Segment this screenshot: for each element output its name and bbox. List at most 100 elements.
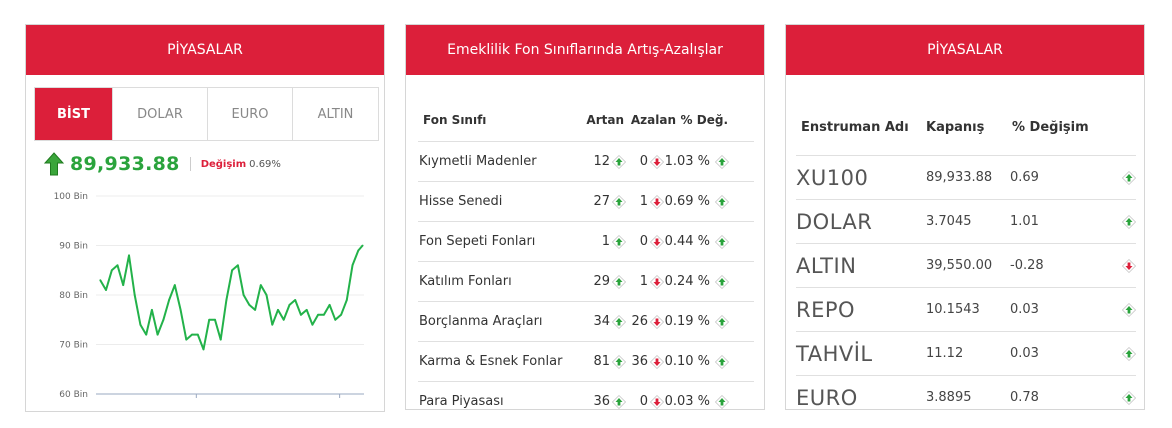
up-arrow-icon — [1122, 346, 1136, 361]
change-cell: 0.24 % — [664, 274, 729, 289]
data-point — [219, 338, 222, 341]
divider — [189, 157, 191, 171]
data-point — [288, 304, 291, 306]
table-row[interactable]: Kıymetli Madenler 12 0 1.03 % — [418, 141, 754, 181]
change-value: -0.28 — [1010, 258, 1044, 273]
instrument-name: ALTIN — [796, 253, 857, 278]
fund-class-name: Hisse Senedi — [419, 194, 503, 209]
down-count: 0 — [639, 234, 648, 249]
data-point — [328, 304, 331, 306]
trend-cell — [1116, 302, 1136, 317]
tab-euro[interactable]: EURO — [207, 88, 292, 140]
down-count: 36 — [631, 354, 648, 369]
up-count: 27 — [593, 194, 610, 209]
data-point — [231, 269, 234, 272]
data-point — [105, 289, 107, 291]
up-arrow-icon — [715, 194, 729, 209]
data-point — [323, 313, 325, 316]
data-point — [128, 254, 130, 257]
change-value: 0.03 — [1010, 302, 1039, 317]
close-value: 3.7045 — [926, 214, 972, 229]
data-point — [179, 309, 182, 311]
close-value: 11.12 — [926, 346, 964, 361]
down-count: 1 — [639, 274, 648, 289]
down-arrow-icon — [650, 234, 664, 249]
instrument-name: XU100 — [796, 165, 869, 190]
table-row[interactable]: XU100 89,933.88 0.69 — [796, 155, 1136, 199]
table-row[interactable]: DOLAR 3.7045 1.01 — [796, 199, 1136, 243]
data-point — [351, 264, 354, 267]
data-point — [116, 264, 119, 267]
data-point — [151, 309, 153, 311]
data-point — [345, 299, 348, 301]
data-point — [185, 338, 188, 341]
table-row[interactable]: REPO 10.1543 0.03 — [796, 287, 1136, 331]
up-arrow-icon — [1122, 390, 1136, 405]
up-arrow-icon — [715, 274, 729, 289]
down-arrow-icon — [650, 314, 664, 329]
change-cell: 1.03 % — [664, 154, 729, 169]
data-point — [168, 299, 171, 301]
change-value: 0.69 % — [664, 194, 710, 209]
down-count-cell: 0 — [626, 234, 664, 249]
up-arrow-icon — [612, 394, 626, 409]
change-value: 0.69 — [1010, 170, 1039, 185]
tab-dolar[interactable]: DOLAR — [112, 88, 207, 140]
data-point — [191, 333, 193, 336]
up-count: 81 — [593, 354, 610, 369]
change-cell: 0.69 % — [664, 194, 729, 209]
up-arrow-icon — [1122, 302, 1136, 317]
data-point — [110, 269, 113, 272]
panel-title: PİYASALAR — [786, 25, 1144, 75]
table-row[interactable]: Fon Sepeti Fonları 1 0 0.44 % — [418, 221, 754, 261]
up-count: 1 — [601, 234, 610, 249]
table-row[interactable]: EURO 3.8895 0.78 — [796, 375, 1136, 419]
down-count: 26 — [631, 314, 648, 329]
data-point — [248, 304, 251, 306]
down-count-cell: 1 — [626, 274, 664, 289]
down-count-cell: 0 — [626, 154, 664, 169]
fund-class-name: Kıymetli Madenler — [419, 154, 537, 169]
table-row[interactable]: TAHVİL 11.12 0.03 — [796, 331, 1136, 375]
change-label: Değişim — [200, 158, 247, 170]
change-value: 0.03 — [1010, 346, 1039, 361]
down-arrow-icon — [650, 194, 664, 209]
data-point — [300, 313, 302, 316]
up-arrow-icon — [1122, 170, 1136, 185]
tab-bist[interactable]: BİST — [35, 88, 112, 140]
index-quote: 89,933.88 Değişim 0.69% — [44, 152, 281, 176]
tab-altin[interactable]: ALTIN — [292, 88, 378, 140]
header-down: Azalan — [630, 113, 676, 127]
data-point — [305, 309, 308, 311]
table-row[interactable]: Hisse Senedi 27 1 0.69 % — [418, 181, 754, 221]
table-row[interactable]: Karma & Esnek Fonlar 81 36 0.10 % — [418, 341, 754, 381]
data-point — [294, 299, 297, 301]
data-point — [277, 309, 279, 311]
data-point — [334, 318, 337, 321]
up-arrow-icon — [715, 234, 729, 249]
trend-cell — [1116, 214, 1136, 229]
down-arrow-icon — [650, 354, 664, 369]
table-row[interactable]: Para Piyasası 36 0 0.03 % — [418, 381, 754, 421]
data-point — [133, 294, 136, 296]
instrument-name: DOLAR — [796, 209, 873, 234]
trend-cell — [1116, 346, 1136, 361]
down-count: 0 — [639, 154, 648, 169]
data-point — [173, 284, 176, 286]
up-count-cell: 36 — [580, 394, 626, 409]
data-point — [208, 318, 211, 321]
y-tick-label: 80 Bin — [59, 291, 88, 301]
instrument-table-header: Enstruman Adı Kapanış % Değişim — [796, 99, 1136, 155]
up-count: 12 — [593, 154, 610, 169]
up-arrow-icon — [612, 354, 626, 369]
instrument-table: Enstruman Adı Kapanış % Değişim XU100 89,… — [786, 99, 1146, 419]
up-arrow-icon — [1122, 214, 1136, 229]
change-cell: 0.03 % — [664, 394, 729, 409]
series-line — [99, 244, 364, 351]
change-value: 0.10 % — [664, 354, 710, 369]
table-row[interactable]: ALTIN 39,550.00 -0.28 — [796, 243, 1136, 287]
up-count-cell: 1 — [580, 234, 626, 249]
table-row[interactable]: Katılım Fonları 29 1 0.24 % — [418, 261, 754, 301]
table-row[interactable]: Borçlanma Araçları 34 26 0.19 % — [418, 301, 754, 341]
